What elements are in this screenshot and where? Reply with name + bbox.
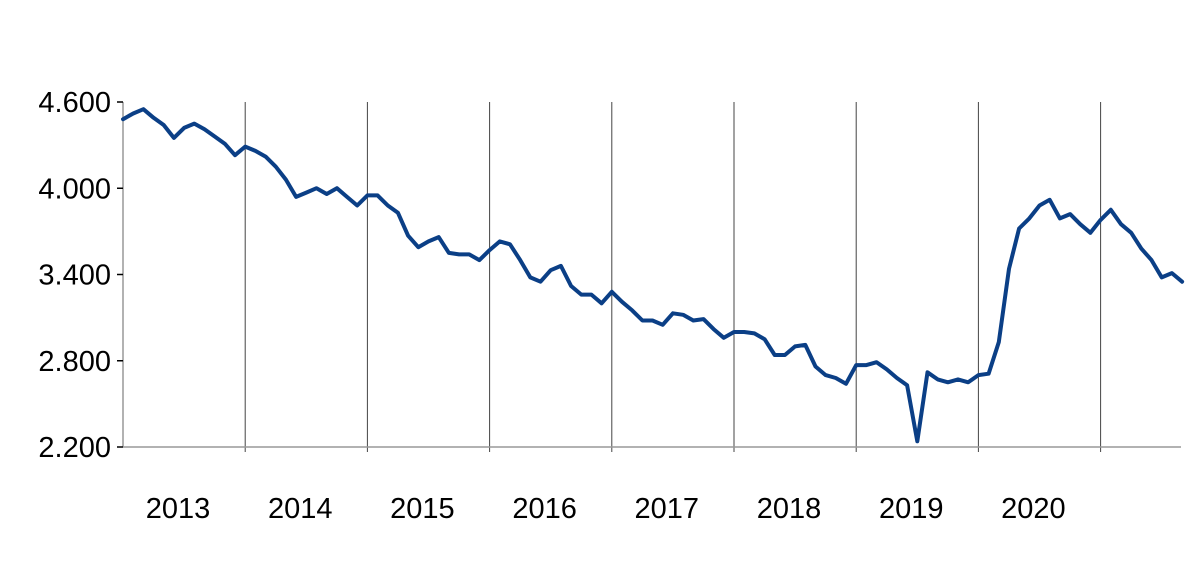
x-tick-label: 2019 [879,493,944,525]
y-tick-label: 4.000 [38,173,111,205]
x-tick-label: 2017 [635,493,700,525]
y-tick-label: 4.600 [38,87,111,119]
y-tick-label: 2.200 [38,432,111,464]
x-tick-label: 2020 [1001,493,1066,525]
x-tick-label: 2013 [146,493,211,525]
y-tick-label: 3.400 [38,260,111,292]
x-tick-label: 2014 [268,493,333,525]
data-line [121,107,1185,444]
x-tick-label: 2015 [390,493,455,525]
y-axis-ticks: 4.600 4.000 3.400 2.800 2.200 [38,87,123,464]
year-gridlines [244,102,1102,452]
x-tick-label: 2018 [757,493,822,525]
axes [122,102,1181,448]
y-tick-label: 2.800 [38,346,111,378]
x-tick-label: 2016 [512,493,577,525]
x-axis-labels: 2013 2014 2015 2016 2017 2018 2019 2020 [146,493,1066,525]
